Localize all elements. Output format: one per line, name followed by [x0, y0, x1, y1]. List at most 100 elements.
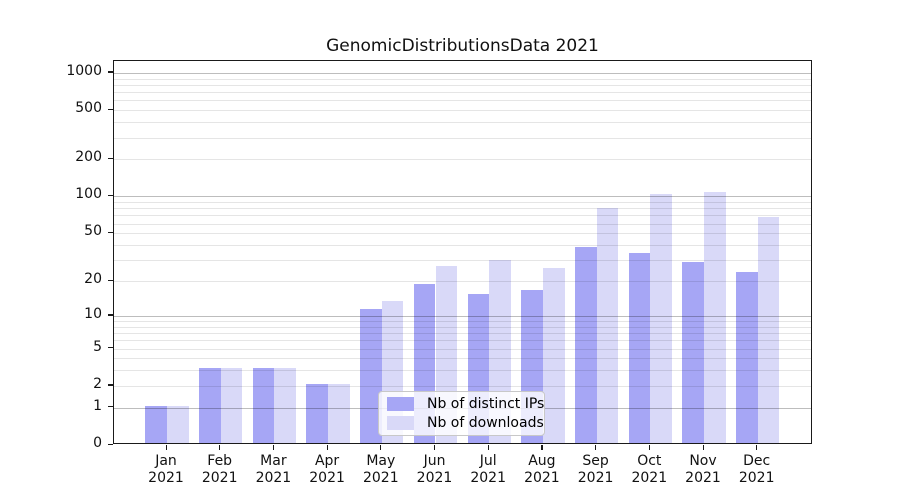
bar	[704, 192, 726, 443]
x-tick-mark	[380, 445, 382, 450]
bar	[199, 368, 221, 443]
y-tick-mark	[108, 231, 113, 233]
minor-gridline	[114, 348, 811, 350]
y-axis-tick-label: 0	[93, 435, 102, 451]
x-tick-mark	[165, 445, 167, 450]
minor-gridline	[114, 321, 811, 322]
x-axis-tick-label: Aug 2021	[524, 453, 560, 486]
minor-gridline	[114, 385, 811, 387]
major-gridline	[114, 72, 811, 74]
x-tick-mark	[541, 445, 543, 450]
minor-gridline	[114, 92, 811, 94]
major-gridline	[114, 196, 811, 198]
x-tick-mark	[487, 445, 489, 450]
y-axis-tick-label: 1000	[66, 62, 102, 79]
minor-gridline	[114, 233, 811, 235]
bar	[736, 271, 758, 443]
chart-title: GenomicDistributionsData 2021	[326, 36, 599, 56]
x-axis-tick-label: Jun 2021	[416, 453, 453, 486]
bar	[650, 193, 672, 443]
y-axis-tick-label: 50	[84, 223, 102, 240]
y-tick-mark	[108, 71, 113, 73]
x-axis-tick-label: Feb 2021	[201, 453, 238, 486]
y-axis-tick-label: 1	[93, 397, 102, 414]
legend-swatch-icon	[387, 415, 414, 430]
bar	[757, 217, 780, 443]
x-axis-tick-label: May 2021	[362, 453, 399, 486]
major-gridline	[114, 315, 811, 317]
minor-gridline	[114, 202, 811, 204]
minor-gridline	[114, 100, 811, 102]
minor-gridline	[114, 370, 811, 372]
x-axis-tick-label: Nov 2021	[685, 453, 721, 486]
minor-gridline	[114, 84, 811, 86]
bar	[328, 383, 350, 443]
x-axis-tick-label: Apr 2021	[309, 453, 345, 486]
x-tick-mark	[648, 445, 650, 450]
x-axis-tick-label: Dec 2021	[738, 453, 775, 486]
x-axis-tick-label: Sep 2021	[577, 453, 614, 486]
minor-gridline	[114, 333, 811, 335]
bar	[220, 368, 243, 443]
x-tick-mark	[756, 445, 758, 450]
plot-area	[113, 60, 812, 444]
minor-gridline	[114, 215, 811, 217]
y-tick-mark	[108, 157, 113, 160]
x-tick-mark	[272, 445, 275, 450]
bar	[596, 207, 619, 443]
x-axis-tick-label: Jan 2021	[148, 453, 184, 486]
bar	[252, 368, 275, 443]
minor-gridline	[114, 159, 811, 161]
minor-gridline	[114, 326, 811, 328]
minor-gridline	[114, 137, 811, 139]
minor-gridline	[114, 245, 811, 246]
bar	[682, 261, 704, 443]
y-axis-tick-label: 500	[75, 100, 102, 117]
bar	[167, 405, 189, 443]
x-tick-mark	[702, 445, 704, 450]
x-axis-tick-label: Oct 2021	[631, 453, 668, 486]
y-tick-mark	[108, 314, 113, 316]
bar	[145, 405, 167, 443]
y-tick-mark	[108, 443, 113, 445]
bar	[542, 267, 565, 443]
bar	[628, 253, 651, 443]
minor-gridline	[114, 122, 811, 124]
y-axis-tick-label: 5	[93, 338, 102, 355]
x-tick-mark	[595, 445, 597, 450]
minor-gridline	[114, 281, 811, 283]
y-tick-mark	[108, 406, 113, 408]
legend: Nb of distinct IPs Nb of downloads	[378, 391, 545, 436]
x-tick-mark	[434, 445, 436, 450]
x-tick-mark	[219, 445, 221, 450]
bar	[360, 309, 382, 443]
x-axis-tick-label: Jul 2021	[470, 453, 506, 486]
y-tick-mark	[108, 347, 113, 349]
minor-gridline	[114, 78, 811, 80]
y-axis-tick-label: 100	[75, 186, 102, 203]
bar	[306, 383, 329, 443]
y-axis-tick-label: 20	[84, 271, 102, 288]
minor-gridline	[114, 358, 811, 360]
y-tick-mark	[108, 194, 113, 197]
minor-gridline	[114, 340, 811, 342]
legend-item: Nb of distinct IPs	[387, 396, 544, 412]
legend-item-label: Nb of downloads	[427, 414, 544, 431]
y-axis-tick-label: 2	[93, 375, 102, 392]
minor-gridline	[114, 223, 811, 225]
bar	[274, 368, 297, 443]
legend-swatch-icon	[387, 397, 414, 412]
bar	[574, 247, 597, 443]
y-axis-tick-label: 10	[84, 305, 102, 322]
x-axis-tick-label: Mar 2021	[255, 453, 292, 486]
x-tick-mark	[326, 445, 328, 450]
y-tick-mark	[108, 279, 113, 281]
minor-gridline	[114, 110, 811, 112]
minor-gridline	[114, 260, 811, 262]
legend-item: Nb of downloads	[387, 415, 544, 431]
y-tick-mark	[108, 384, 113, 386]
minor-gridline	[114, 208, 811, 210]
y-axis-tick-label: 200	[75, 149, 102, 166]
legend-item-label: Nb of distinct IPs	[427, 396, 545, 413]
